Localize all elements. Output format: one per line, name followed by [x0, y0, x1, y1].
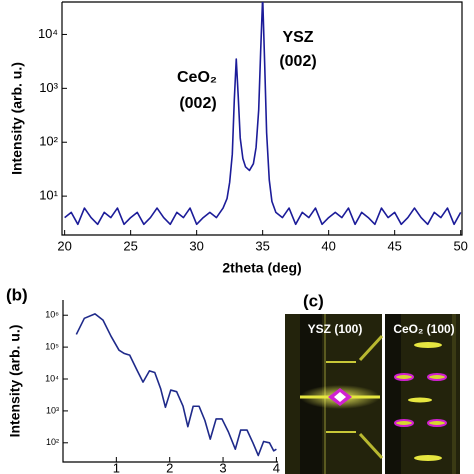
- image-label: YSZ (100): [308, 322, 363, 336]
- y-axis-title: Intensity (arb. u.): [9, 62, 25, 175]
- annotation: (002): [179, 95, 216, 112]
- x-tick-label: 4: [273, 460, 280, 474]
- axis-frame: [61, 1, 463, 236]
- y-tick-label: 10⁵: [45, 341, 59, 351]
- annotation: (002): [279, 53, 316, 70]
- x-tick-label: 20: [57, 238, 71, 253]
- y-tick-label: 10²: [39, 134, 58, 149]
- x-axis-title: 2theta (deg): [222, 260, 301, 276]
- data-line: [64, 2, 462, 226]
- x-tick-label: 2: [166, 460, 173, 474]
- annotation: CeO₂: [177, 69, 217, 86]
- annotation: YSZ: [282, 29, 313, 46]
- x-tick-label: 40: [321, 238, 335, 253]
- panel-label: (c): [303, 291, 324, 310]
- x-tick-label: 35: [255, 238, 269, 253]
- x-tick-label: 30: [189, 238, 203, 253]
- y-tick-label: 10⁴: [45, 373, 59, 383]
- x-tick-label: 1: [113, 460, 120, 474]
- x-tick-label: 50: [453, 238, 467, 253]
- data-line: [75, 313, 277, 457]
- image-label: CeO₂ (100): [393, 322, 454, 336]
- x-tick-label: 45: [387, 238, 401, 253]
- y-tick-label: 10³: [39, 80, 58, 95]
- y-tick-label: 10⁶: [45, 310, 59, 320]
- diffraction-image-ysz: [285, 314, 384, 474]
- panel-label: (b): [6, 285, 28, 304]
- y-tick-label: 10¹: [39, 188, 58, 203]
- y-tick-label: 10³: [46, 405, 59, 415]
- axis-frame: [62, 300, 278, 463]
- y-axis-title: Intensity (arb. u.): [7, 325, 23, 438]
- diffraction-image-ceo2: [385, 314, 460, 474]
- x-tick-label: 25: [123, 238, 137, 253]
- y-tick-label: 10²: [46, 437, 59, 447]
- x-tick-label: 3: [219, 460, 226, 474]
- y-tick-label: 10⁴: [38, 26, 58, 41]
